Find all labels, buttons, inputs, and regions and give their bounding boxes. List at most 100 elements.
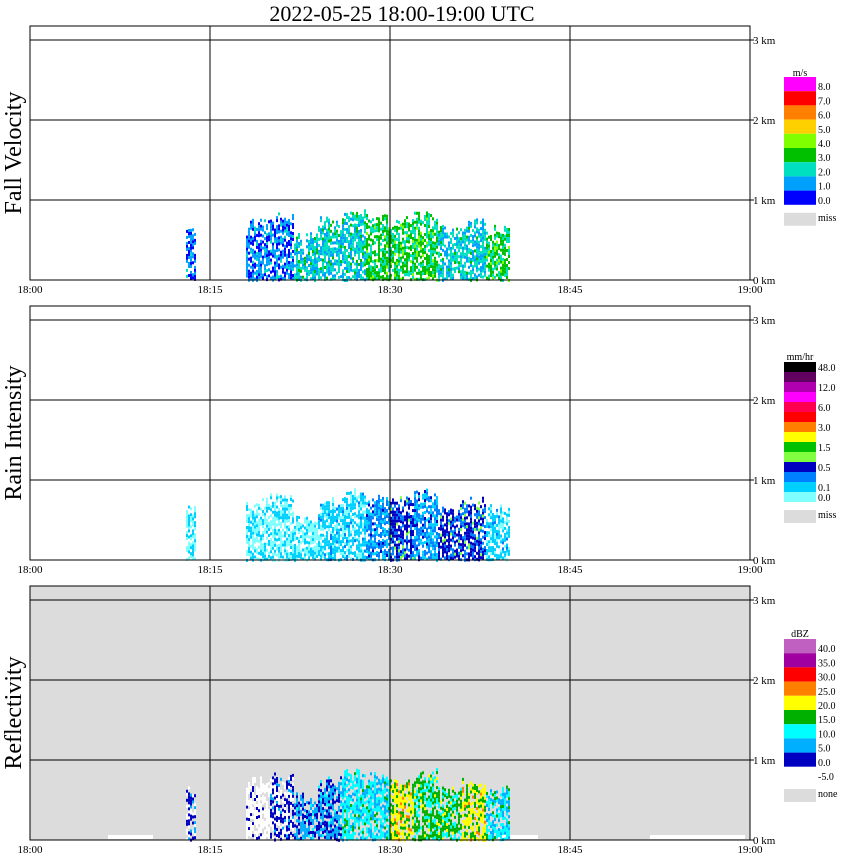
echo-pixel — [428, 219, 430, 223]
echo-pixel — [188, 247, 190, 250]
echo-pixel — [312, 529, 314, 533]
echo-pixel — [298, 546, 300, 549]
echo-pixel — [366, 544, 368, 548]
echo-pixel — [416, 502, 418, 506]
echo-pixel — [460, 534, 462, 538]
echo-pixel — [364, 537, 366, 541]
echo-pixel — [442, 227, 444, 231]
echo-pixel — [478, 543, 480, 547]
echo-pixel — [326, 519, 328, 523]
echo-pixel — [416, 526, 418, 530]
echo-pixel — [312, 238, 314, 241]
echo-pixel — [448, 253, 450, 257]
echo-pixel — [374, 268, 376, 272]
echo-pixel — [418, 226, 420, 230]
surface-gap — [650, 835, 745, 839]
echo-pixel — [260, 245, 262, 249]
echo-pixel — [338, 543, 340, 547]
echo-pixel — [476, 527, 478, 531]
echo-pixel — [190, 234, 192, 238]
echo-pixel — [194, 812, 196, 816]
echo-pixel — [248, 782, 250, 785]
echo-pixel — [372, 835, 374, 839]
echo-pixel — [248, 553, 250, 557]
echo-pixel — [368, 252, 370, 256]
echo-pixel — [252, 528, 254, 532]
echo-pixel — [352, 798, 354, 802]
echo-pixel — [478, 501, 480, 505]
echo-pixel — [462, 503, 464, 507]
echo-pixel — [344, 536, 346, 540]
echo-pixel — [320, 795, 322, 799]
echo-pixel — [248, 821, 250, 824]
echo-pixel — [252, 780, 254, 784]
echo-pixel — [368, 512, 370, 516]
echo-pixel — [492, 516, 494, 519]
echo-pixel — [468, 265, 470, 269]
echo-pixel — [368, 503, 370, 507]
echo-pixel — [324, 799, 326, 803]
echo-pixel — [194, 277, 196, 281]
echo-pixel — [288, 540, 290, 544]
echo-pixel — [328, 516, 330, 520]
echo-pixel — [474, 528, 476, 532]
echo-pixel — [456, 242, 458, 246]
echo-pixel — [488, 265, 490, 269]
echo-pixel — [480, 517, 482, 521]
echo-pixel — [250, 813, 252, 817]
echo-pixel — [360, 815, 362, 819]
echo-pixel — [414, 518, 416, 522]
echo-pixel — [276, 822, 278, 825]
echo-pixel — [366, 836, 368, 840]
echo-pixel — [338, 267, 340, 270]
echo-pixel — [342, 808, 344, 812]
echo-pixel — [270, 532, 272, 536]
echo-pixel — [254, 798, 256, 801]
echo-pixel — [248, 251, 250, 255]
echo-pixel — [308, 550, 310, 554]
echo-pixel — [328, 806, 330, 810]
echo-pixel — [284, 807, 286, 811]
echo-pixel — [300, 794, 302, 798]
echo-pixel — [310, 807, 312, 810]
echo-pixel — [336, 835, 338, 839]
echo-pixel — [428, 213, 430, 217]
echo-pixel — [336, 811, 338, 815]
echo-pixel — [246, 541, 248, 544]
echo-pixel — [472, 536, 474, 540]
echo-pixel — [308, 816, 310, 820]
echo-pixel — [366, 232, 368, 235]
echo-pixel — [258, 252, 260, 256]
echo-pixel — [332, 265, 334, 269]
legend-swatch — [784, 472, 816, 482]
echo-pixel — [290, 777, 292, 781]
echo-pixel — [468, 226, 470, 230]
y-tick-label: 2 km — [753, 395, 776, 407]
echo-pixel — [386, 271, 388, 275]
echo-pixel — [346, 509, 348, 513]
echo-pixel — [426, 229, 428, 233]
echo-pixel — [502, 245, 504, 249]
echo-pixel — [374, 274, 376, 278]
echo-pixel — [508, 546, 510, 550]
echo-pixel — [268, 250, 270, 254]
echo-pixel — [254, 801, 256, 804]
echo-pixel — [286, 813, 288, 817]
echo-pixel — [418, 528, 420, 532]
echo-pixel — [366, 253, 368, 256]
echo-pixel — [372, 498, 374, 502]
echo-pixel — [272, 543, 274, 547]
echo-pixel — [480, 538, 482, 542]
echo-pixel — [462, 234, 464, 238]
echo-pixel — [426, 256, 428, 260]
echo-pixel — [330, 513, 332, 516]
echo-pixel — [398, 507, 400, 511]
echo-pixel — [368, 827, 370, 831]
echo-pixel — [400, 259, 402, 263]
echo-pixel — [378, 274, 380, 278]
echo-pixel — [484, 228, 486, 232]
echo-pixel — [484, 267, 486, 271]
echo-pixel — [432, 217, 434, 221]
echo-pixel — [350, 506, 352, 510]
echo-pixel — [508, 549, 510, 553]
